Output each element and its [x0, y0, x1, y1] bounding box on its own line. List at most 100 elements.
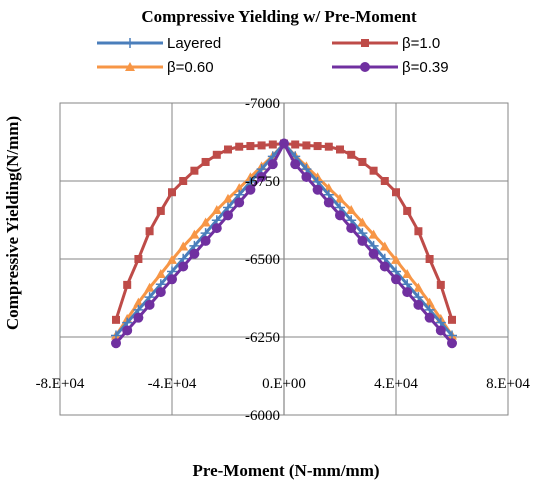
data-point — [347, 150, 356, 159]
y-tick-label: -6750 — [245, 174, 280, 190]
data-point — [369, 166, 378, 175]
data-point — [413, 282, 424, 292]
data-point — [312, 184, 323, 195]
data-point — [125, 62, 135, 71]
data-point — [189, 248, 200, 259]
data-point — [301, 171, 312, 182]
data-point — [234, 197, 245, 208]
data-point — [267, 159, 278, 170]
legend-label: β=1.0 — [402, 35, 440, 52]
series-layer — [111, 138, 457, 349]
data-point — [211, 223, 222, 234]
data-point — [335, 210, 345, 221]
y-axis-title: Compressive Yielding(N/mm) — [3, 116, 22, 330]
data-point — [133, 312, 144, 323]
data-point — [178, 241, 189, 251]
data-point — [123, 280, 132, 289]
data-point — [291, 140, 300, 149]
data-point — [368, 248, 379, 259]
data-point — [436, 280, 445, 289]
data-point — [257, 141, 266, 150]
data-point — [156, 206, 165, 215]
data-point — [357, 217, 368, 227]
chart-title: Compressive Yielding w/ Pre-Moment — [141, 7, 417, 26]
data-point — [134, 255, 143, 263]
data-point — [360, 62, 370, 72]
data-point — [424, 297, 435, 307]
data-point — [346, 205, 357, 215]
data-point — [111, 338, 121, 349]
data-point — [246, 142, 255, 151]
legend-label: Layered — [167, 35, 221, 52]
data-point — [358, 157, 367, 166]
data-point — [167, 254, 177, 264]
data-point — [179, 177, 188, 185]
data-point — [212, 150, 221, 159]
data-point — [403, 206, 412, 215]
data-point — [368, 229, 379, 239]
data-point — [268, 140, 277, 149]
data-point — [335, 193, 345, 203]
data-point — [391, 274, 401, 285]
data-point — [379, 261, 390, 272]
data-point — [223, 210, 233, 221]
data-point — [413, 299, 424, 310]
y-tick-label: -7000 — [245, 96, 280, 112]
legend-item: β=0.39 — [332, 59, 449, 76]
data-point — [447, 338, 457, 349]
data-point — [392, 188, 400, 197]
data-point — [379, 241, 390, 251]
x-tick-label: 4.E+04 — [374, 376, 418, 392]
data-point — [155, 268, 166, 278]
y-tick-label: -6000 — [245, 408, 280, 424]
x-axis-title: Pre-Moment (N-mm/mm) — [192, 461, 379, 480]
x-tick-label: -4.E+04 — [148, 376, 197, 392]
x-tick-label: 8.E+04 — [486, 376, 530, 392]
data-point — [357, 235, 368, 246]
tick-labels: -7000 -6750 -6500 -6250 -6000 -8.E+04 -4.E+04 0… — [36, 96, 531, 424]
legend-label: β=0.39 — [402, 59, 449, 76]
data-point — [145, 227, 154, 236]
series-3 — [111, 138, 457, 349]
data-point — [155, 287, 166, 298]
legend-label: β=0.60 — [167, 59, 214, 76]
data-point — [200, 235, 211, 246]
data-point — [279, 138, 289, 149]
y-tick-label: -6250 — [245, 330, 280, 346]
data-point — [168, 188, 176, 197]
data-point — [211, 205, 222, 215]
data-point — [144, 299, 155, 310]
data-point — [189, 229, 200, 239]
data-point — [235, 142, 244, 151]
data-point — [380, 177, 389, 185]
legend-item: β=1.0 — [332, 35, 440, 52]
data-point — [302, 141, 311, 150]
data-point — [133, 297, 144, 307]
data-point — [402, 268, 413, 278]
data-point — [361, 39, 369, 47]
data-point — [391, 254, 401, 264]
data-point — [346, 223, 357, 234]
data-point — [256, 171, 267, 182]
data-point — [125, 38, 135, 48]
data-point — [424, 312, 435, 323]
data-point — [435, 325, 446, 336]
data-point — [324, 142, 333, 151]
data-point — [448, 315, 456, 324]
data-point — [223, 193, 233, 203]
data-point — [313, 142, 322, 151]
data-point — [144, 282, 155, 292]
data-point — [112, 315, 120, 324]
data-point — [224, 145, 232, 154]
legend: Layered β=1.0 β=0.60 β=0.39 — [97, 35, 449, 76]
y-tick-label: -6500 — [245, 252, 280, 268]
data-point — [336, 145, 344, 154]
data-point — [414, 227, 423, 236]
data-point — [190, 166, 199, 175]
x-tick-label: -8.E+04 — [36, 376, 85, 392]
data-point — [245, 184, 256, 195]
data-point — [323, 197, 334, 208]
legend-item: β=0.60 — [97, 59, 214, 76]
